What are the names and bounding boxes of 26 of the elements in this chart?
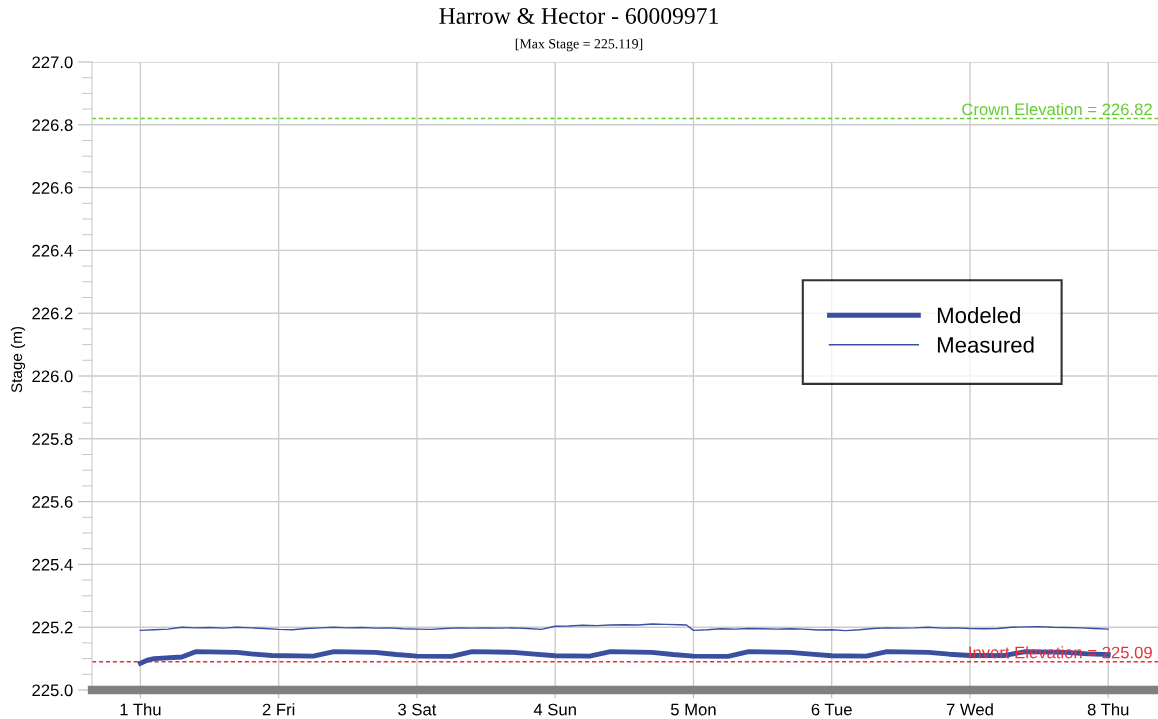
line-series [139, 623, 1109, 632]
x-tick-label: 1 Thu [120, 703, 161, 716]
chart-subtitle: [Max Stage = 225.119] [515, 38, 643, 52]
y-tick-label: 225.0 [32, 684, 73, 697]
x-tick-label: 5 Mon [670, 703, 716, 716]
y-tick-label: 226.2 [32, 307, 73, 320]
legend-label: Modeled [937, 306, 1020, 324]
x-tick-label: 6 Tue [811, 703, 852, 716]
y-tick-label: 227.0 [32, 56, 73, 69]
y-tick-label: 225.6 [32, 496, 73, 508]
y-tick-label: 226.4 [32, 244, 73, 257]
x-tick-label: 7 Wed [946, 703, 993, 716]
x-tick-label: 2 Fri [262, 703, 295, 716]
y-tick-label: 225.2 [32, 621, 73, 634]
y-tick-label: 225.8 [32, 433, 73, 445]
y-tick-label: 226.8 [32, 119, 73, 131]
y-axis-title: Stage (m) [10, 326, 26, 393]
legend-label: Measured [937, 336, 1034, 353]
y-tick-label: 226.0 [32, 370, 73, 383]
chart-title: Harrow & Hector - 60009971 [439, 7, 718, 24]
x-tick-label: 4 Sun [533, 703, 576, 716]
x-tick-label: 8 Thu [1087, 703, 1129, 716]
x-tick-label: 3 Sat [398, 703, 437, 716]
y-tick-label: 226.6 [32, 182, 73, 194]
y-tick-label: 225.4 [32, 558, 73, 571]
ref-line-label: Crown Elevation = 226.82 [962, 102, 1152, 116]
